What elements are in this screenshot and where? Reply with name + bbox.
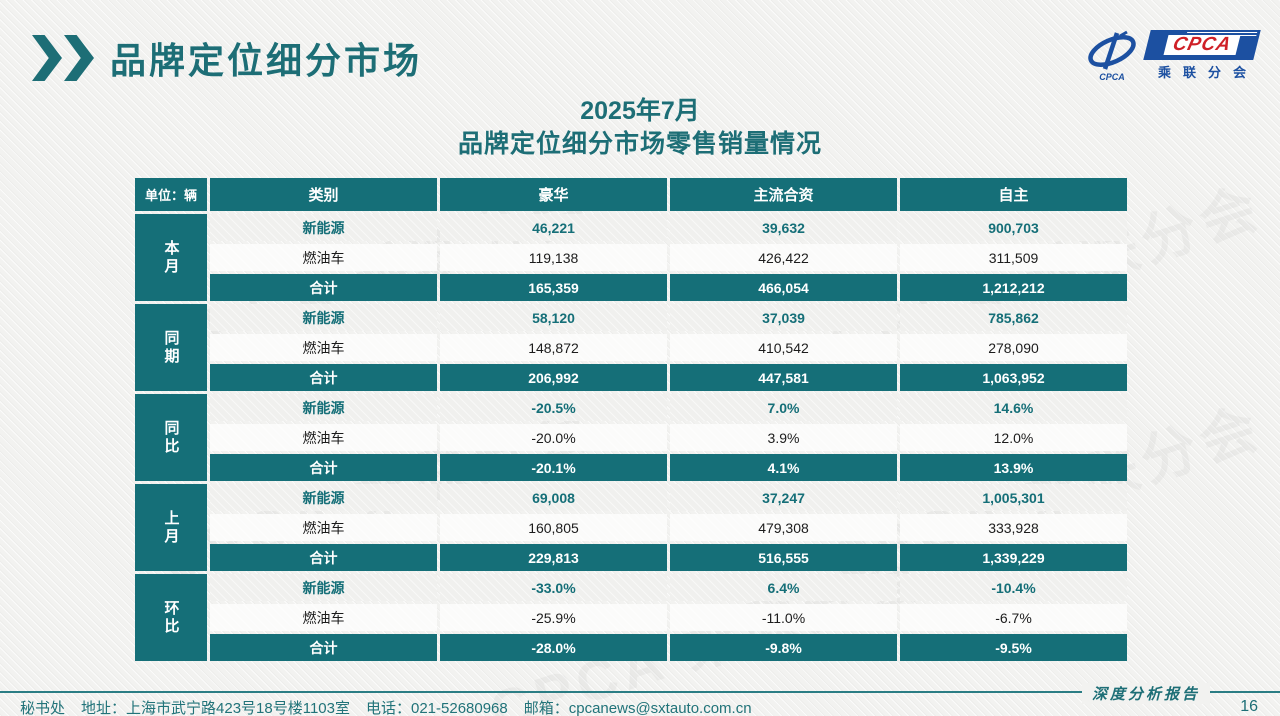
table-cell: 37,247 <box>670 484 897 511</box>
table-cell: 37,039 <box>670 304 897 331</box>
table-cell: 燃油车 <box>210 604 437 631</box>
footer-email: 邮箱：cpcanews@sxtauto.com.cn <box>523 700 752 716</box>
logo-flag-band: CPCA <box>1163 34 1241 55</box>
table-cell-total: 516,555 <box>670 544 897 571</box>
column-header-category: 类别 <box>210 178 437 211</box>
table-title-line2: 品牌定位细分市场零售销量情况 <box>457 130 822 158</box>
table-cell-total: 合计 <box>210 544 437 571</box>
cpca-emblem-icon: CPCA <box>1088 30 1136 82</box>
table-cell: -20.5% <box>440 394 667 421</box>
table-cell-total: 合计 <box>210 634 437 661</box>
table-cell: 46,221 <box>440 214 667 241</box>
column-header-mainstream-jv: 主流合资 <box>670 178 897 211</box>
logo-subtext: 乘联分会 <box>1157 65 1258 80</box>
table-cell: -25.9% <box>440 604 667 631</box>
table-cell: 160,805 <box>440 514 667 541</box>
table-cell-total: 447,581 <box>670 364 897 391</box>
footer-org: 秘书处 <box>20 700 66 716</box>
table-cell: 58,120 <box>440 304 667 331</box>
table-cell: 900,703 <box>900 214 1127 241</box>
table-cell-total: 1,212,212 <box>900 274 1127 301</box>
table-cell: 39,632 <box>670 214 897 241</box>
table-cell-total: 合计 <box>210 364 437 391</box>
table-cell: 785,862 <box>900 304 1127 331</box>
table-cell: 燃油车 <box>210 244 437 271</box>
table-cell-total: 合计 <box>210 274 437 301</box>
table-cell: 426,422 <box>670 244 897 271</box>
column-header-luxury: 豪华 <box>440 178 667 211</box>
table-cell: 燃油车 <box>210 424 437 451</box>
table-cell: 新能源 <box>210 214 437 241</box>
table-cell: 新能源 <box>210 484 437 511</box>
table-cell-total: -9.8% <box>670 634 897 661</box>
row-group-label-mom: 环比 <box>135 574 207 661</box>
page-title: 品牌定位细分市场 <box>110 40 423 81</box>
report-type-label: 深度分析报告 <box>1081 683 1210 704</box>
table-cell: 新能源 <box>210 304 437 331</box>
chevron-icon <box>32 35 62 81</box>
table-cell: 6.4% <box>670 574 897 601</box>
title-bar: 品牌定位细分市场 <box>32 32 422 84</box>
table-cell: 1,005,301 <box>900 484 1127 511</box>
column-header-domestic: 自主 <box>900 178 1127 211</box>
table-cell: 479,308 <box>670 514 897 541</box>
table-cell-total: -20.1% <box>440 454 667 481</box>
table-cell: 燃油车 <box>210 334 437 361</box>
table-cell: 14.6% <box>900 394 1127 421</box>
table-cell-total: 165,359 <box>440 274 667 301</box>
table-cell-total: 229,813 <box>440 544 667 571</box>
logo-wordmark: CPCA <box>1170 34 1234 55</box>
svg-text:CPCA: CPCA <box>1099 72 1125 82</box>
table-cell-total: -9.5% <box>900 634 1127 661</box>
table-cell: 278,090 <box>900 334 1127 361</box>
table-cell-total: 13.9% <box>900 454 1127 481</box>
logo-wordmark-block: CPCA 乘联分会 <box>1143 30 1261 81</box>
table-cell-total: 1,063,952 <box>900 364 1127 391</box>
table-cell: 燃油车 <box>210 514 437 541</box>
cpca-logo: CPCA CPCA 乘联分会 <box>1084 30 1261 82</box>
table-cell-total: 1,339,229 <box>900 544 1127 571</box>
table-cell: 410,542 <box>670 334 897 361</box>
table-cell: 新能源 <box>210 394 437 421</box>
table-cell: -11.0% <box>670 604 897 631</box>
table-cell-total: 206,992 <box>440 364 667 391</box>
row-group-label-same-period: 同期 <box>135 304 207 391</box>
table-cell: 69,008 <box>440 484 667 511</box>
table-cell: 119,138 <box>440 244 667 271</box>
row-group-label-current-month: 本月 <box>135 214 207 301</box>
footer-divider <box>0 691 1280 693</box>
table-cell: -6.7% <box>900 604 1127 631</box>
table-cell-total: 4.1% <box>670 454 897 481</box>
double-chevron-icon <box>32 35 94 81</box>
table-cell: -33.0% <box>440 574 667 601</box>
table-cell: 311,509 <box>900 244 1127 271</box>
table-cell: 12.0% <box>900 424 1127 451</box>
footer-contact: 秘书处 地址：上海市武宁路423号18号楼1103室 电话：021-526809… <box>20 697 752 716</box>
table-cell: -10.4% <box>900 574 1127 601</box>
table-cell: 148,872 <box>440 334 667 361</box>
chevron-icon <box>64 35 94 81</box>
table-title-line1: 2025年7月 <box>580 97 700 125</box>
table-title: 2025年7月 品牌定位细分市场零售销量情况 <box>0 95 1280 161</box>
unit-label: 单位：辆 <box>135 178 207 211</box>
table-cell: 7.0% <box>670 394 897 421</box>
row-group-label-yoy: 同比 <box>135 394 207 481</box>
table-cell-total: 466,054 <box>670 274 897 301</box>
table-cell: 新能源 <box>210 574 437 601</box>
table-cell-total: -28.0% <box>440 634 667 661</box>
logo-flag: CPCA <box>1143 30 1261 60</box>
table-cell: 333,928 <box>900 514 1127 541</box>
table-cell-total: 合计 <box>210 454 437 481</box>
sales-table: 单位：辆 类别 豪华 主流合资 自主 本月 新能源 46,221 39,632 … <box>135 178 1127 661</box>
page-number: 16 <box>1240 698 1258 715</box>
footer-phone: 电话：021-52680968 <box>365 700 508 716</box>
table-cell: -20.0% <box>440 424 667 451</box>
row-group-label-last-month: 上月 <box>135 484 207 571</box>
table-cell: 3.9% <box>670 424 897 451</box>
footer-address: 地址：上海市武宁路423号18号楼1103室 <box>81 700 350 716</box>
